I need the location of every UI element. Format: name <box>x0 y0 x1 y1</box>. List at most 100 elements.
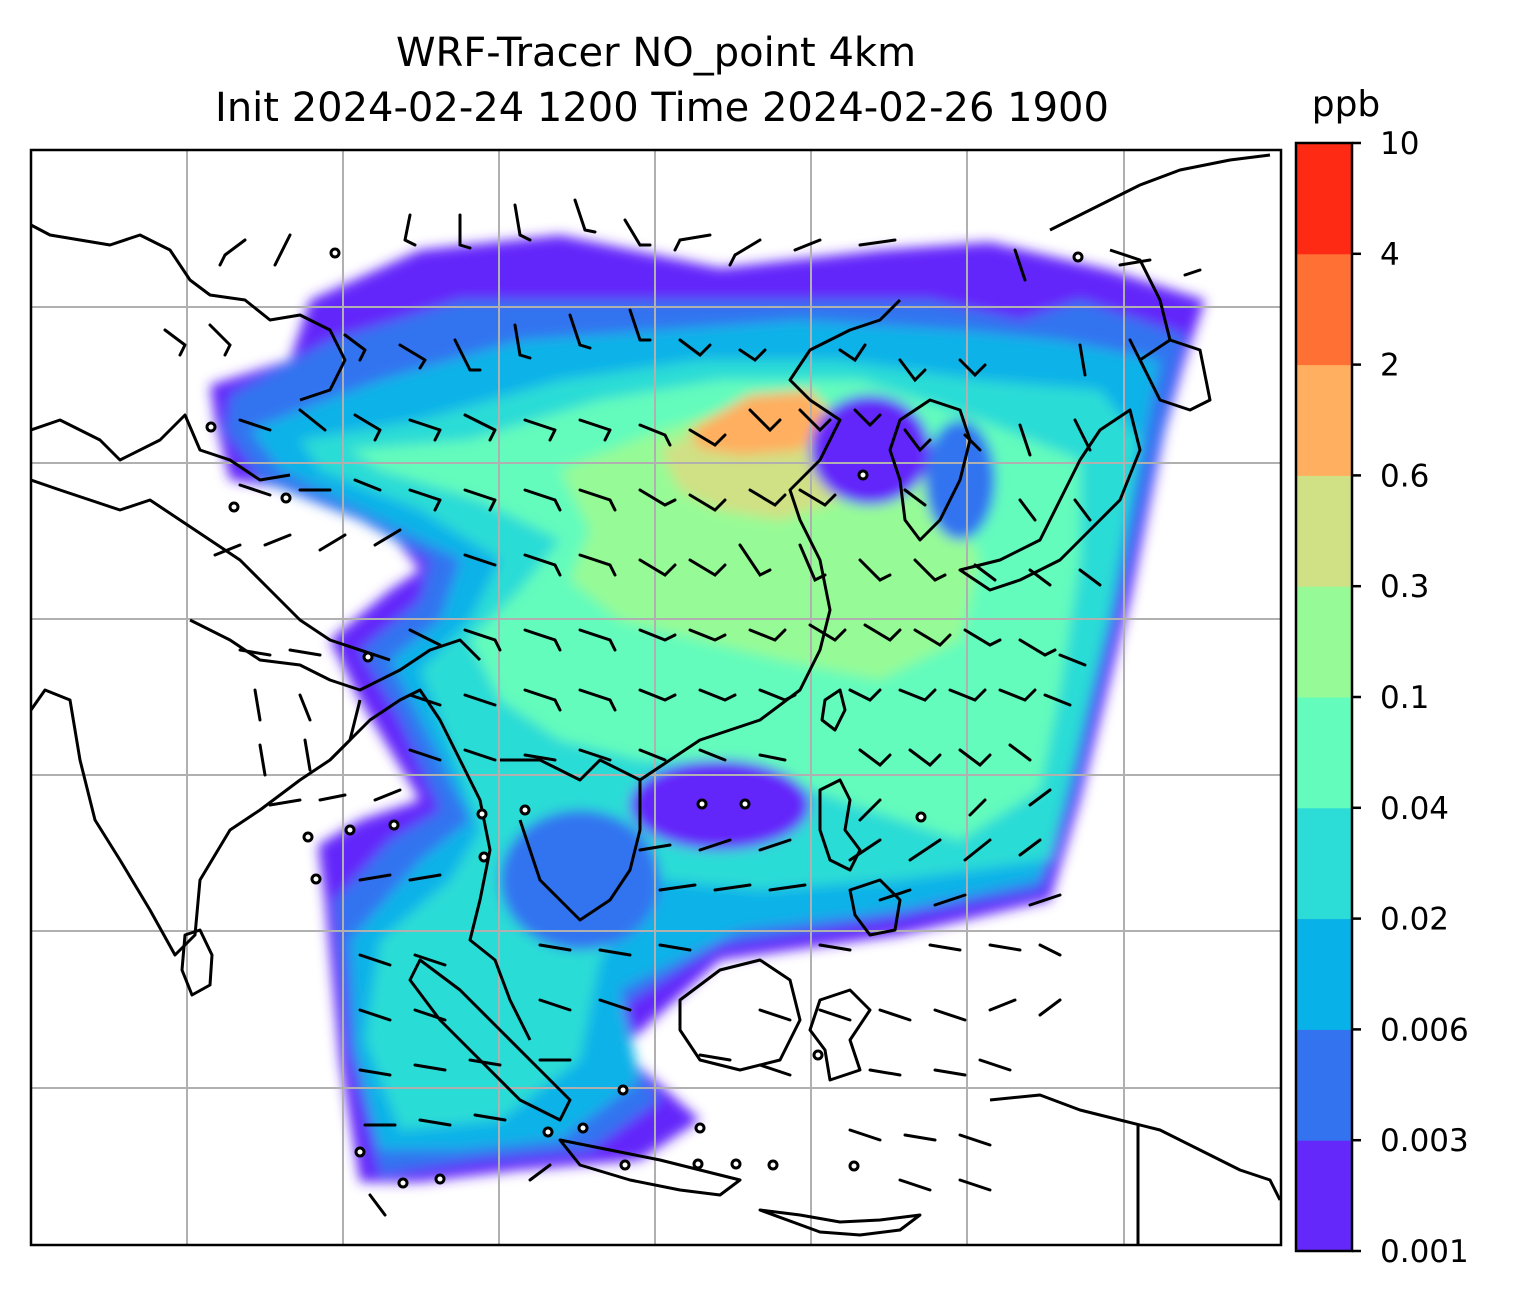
calm-marker <box>310 873 322 885</box>
wind-barb <box>903 428 932 453</box>
wind-barb <box>978 1058 1012 1072</box>
coastline-korea <box>888 398 972 542</box>
wind-barb <box>638 558 677 577</box>
wind-barb <box>1128 338 1147 372</box>
wind-barb <box>578 748 612 762</box>
wind-barb <box>948 688 987 702</box>
wind-barb <box>218 238 247 267</box>
wind-barb <box>858 748 892 767</box>
wind-barb <box>968 798 987 817</box>
wind-barb <box>358 1068 392 1077</box>
colorbar-tick-label: 0.1 <box>1380 680 1429 716</box>
wind-barb <box>373 788 402 802</box>
wind-barb <box>1078 343 1087 377</box>
wind-barb <box>998 688 1037 702</box>
wind-barb <box>1058 653 1087 667</box>
wind-barb <box>638 843 672 852</box>
wind-barb <box>1018 423 1032 457</box>
wind-barb <box>1038 998 1062 1017</box>
wind-barb <box>213 543 242 557</box>
wind-barb <box>868 1068 902 1077</box>
calm-marker <box>228 501 240 513</box>
coastline-indochina <box>500 758 642 922</box>
colorbar-segment <box>1296 697 1352 809</box>
wind-barb <box>1028 788 1052 807</box>
wind-barb <box>1073 498 1092 522</box>
calm-marker <box>619 1159 631 1171</box>
wind-barb <box>1043 693 1072 707</box>
wind-barb <box>858 238 897 247</box>
wind-barb <box>673 233 712 252</box>
wind-barb <box>748 408 782 433</box>
wind-barb <box>748 628 787 642</box>
coastline-new-guinea <box>989 1093 1281 1245</box>
wind-barb <box>818 1008 852 1022</box>
wind-barb <box>258 743 267 777</box>
wind-barb <box>793 238 822 252</box>
wind-barb <box>758 1008 792 1022</box>
calm-marker <box>354 1146 366 1158</box>
wind-barb <box>848 1128 882 1142</box>
colorbar-tick-label: 0.3 <box>1380 569 1429 605</box>
wind-barb <box>513 323 532 360</box>
wind-barb <box>1028 893 1062 907</box>
wind-barb <box>638 488 677 507</box>
wind-barb <box>598 948 632 957</box>
wind-barb <box>318 793 347 802</box>
calm-marker <box>302 831 314 843</box>
wind-barb <box>628 308 652 342</box>
colorbar-segment <box>1296 143 1352 255</box>
calm-marker <box>730 1158 742 1170</box>
wind-barb <box>688 628 727 642</box>
colorbar-tick-label: 4 <box>1380 237 1400 273</box>
wind-barb <box>973 563 997 582</box>
wind-barb <box>413 1008 447 1022</box>
wind-barb <box>463 628 502 652</box>
wind-barb <box>598 998 632 1012</box>
wind-barb <box>418 1118 452 1127</box>
calm-marker <box>388 819 400 831</box>
tracer-level-7 <box>690 390 830 455</box>
wind-barb <box>463 748 497 762</box>
wind-barb <box>958 358 987 378</box>
calm-marker <box>205 421 217 433</box>
coastline-taiwan <box>820 688 847 732</box>
wind-barb <box>638 628 677 642</box>
wind-barb <box>858 798 882 822</box>
wind-barb <box>298 408 327 432</box>
wind-barb <box>898 1178 932 1192</box>
tracer-low-region-4 <box>500 810 660 950</box>
calm-markers <box>205 247 1084 1189</box>
wind-barb <box>1028 568 1052 587</box>
wind-barb <box>408 418 442 442</box>
wind-barb <box>898 688 937 702</box>
calm-marker <box>696 798 708 810</box>
wind-barb <box>758 838 792 852</box>
wind-barb <box>538 943 572 952</box>
calm-marker <box>478 851 490 863</box>
wind-barb <box>903 488 927 507</box>
wind-barb <box>698 1053 732 1062</box>
wind-barb <box>863 623 902 642</box>
wind-barb <box>463 488 497 512</box>
map-frame <box>29 148 1283 1247</box>
wind-barb <box>578 688 617 712</box>
wind-barb <box>473 1113 507 1122</box>
plot-title-line2: Init 2024-02-24 1200 Time 2024-02-26 190… <box>215 85 1109 131</box>
wind-barb <box>688 428 727 447</box>
wind-barb <box>808 623 847 642</box>
wind-barbs <box>163 198 1202 1217</box>
wind-barb <box>748 488 787 507</box>
calm-marker <box>848 1160 860 1172</box>
wind-barb <box>1013 248 1027 282</box>
wind-barb <box>848 688 882 702</box>
wind-barb <box>963 433 982 452</box>
wind-barb <box>453 338 482 372</box>
calm-marker <box>434 1173 446 1185</box>
wind-barb <box>713 883 752 892</box>
calm-marker <box>1072 251 1084 263</box>
wind-barb <box>908 838 942 862</box>
wind-barb <box>523 418 557 442</box>
coastline-sulawesi <box>808 988 872 1082</box>
wind-barb <box>1018 498 1037 522</box>
